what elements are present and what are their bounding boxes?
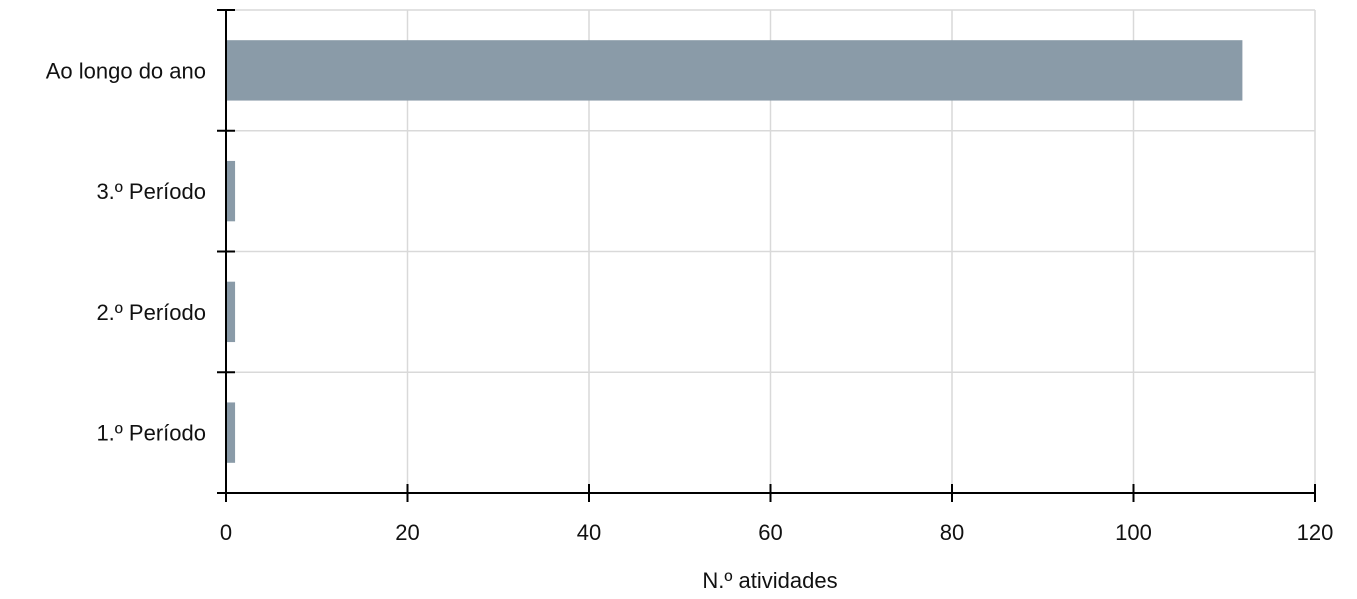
- axis-layer: [217, 9, 1316, 502]
- x-tick-label: 40: [577, 520, 601, 545]
- x-tick-label: 60: [758, 520, 782, 545]
- x-tick-label: 100: [1115, 520, 1152, 545]
- bar: [226, 281, 236, 343]
- x-tick-label: 20: [395, 520, 419, 545]
- x-tick-label: 80: [940, 520, 964, 545]
- bar: [226, 160, 236, 222]
- y-tick-label: Ao longo do ano: [46, 58, 206, 83]
- x-axis-title: N.º atividades: [702, 568, 837, 593]
- y-tick-label: 2.º Período: [96, 300, 206, 325]
- y-tick-label: 1.º Período: [96, 421, 206, 446]
- bar: [226, 402, 236, 463]
- y-tick-label: 3.º Período: [96, 179, 206, 204]
- labels-layer: Ao longo do ano 3.º Período 2.º Período 1.º…: [46, 58, 1334, 545]
- bars-layer: [226, 40, 1243, 463]
- bar: [226, 40, 1243, 101]
- x-tick-label: 120: [1297, 520, 1334, 545]
- x-tick-label: 0: [220, 520, 232, 545]
